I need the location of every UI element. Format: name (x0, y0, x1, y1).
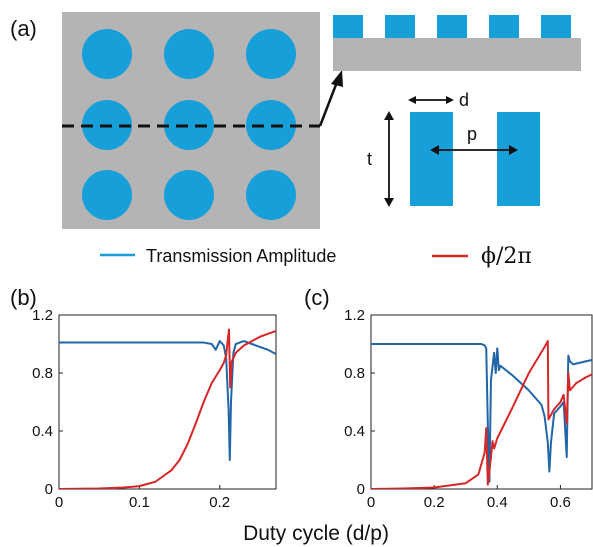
substrate-side-view (333, 38, 581, 71)
t-dimension-arrow (384, 111, 394, 207)
legend-amplitude-label: Transmission Amplitude (146, 246, 336, 266)
unit-cell-detail: d p t (367, 90, 540, 207)
x-tick-label: 0.1 (129, 494, 150, 511)
pillar-r3-c3 (246, 170, 296, 220)
metasurface-side-view (333, 15, 581, 71)
plot-b: 0 0.1 0.2 0 0.4 0.8 1.2 (32, 307, 277, 511)
legend: Transmission Amplitude ϕ/2π (100, 244, 532, 269)
t-label: t (367, 149, 372, 169)
plot-frame (58, 314, 277, 490)
side-pillar-2 (385, 15, 415, 38)
panel-label-a: (a) (10, 16, 37, 41)
pillar-r3-c1 (82, 170, 132, 220)
pillar-r2-c2 (164, 100, 214, 150)
x-tick-label: 0.6 (550, 494, 571, 511)
side-pillar-5 (541, 15, 571, 38)
y-tick-label: 0 (45, 481, 53, 498)
d-dimension-arrow (408, 96, 454, 104)
amplitude-series-line (59, 340, 276, 461)
x-tick-label: 0.2 (209, 494, 230, 511)
unit-cell-pillar-right (497, 112, 540, 206)
side-pillar-4 (489, 15, 519, 38)
y-tick-label: 0.8 (32, 365, 53, 382)
pillar-r3-c2 (164, 170, 214, 220)
y-tick-label: 0.4 (32, 423, 53, 440)
unit-cell-pillar-left (410, 112, 453, 206)
pillar-r1-c3 (246, 29, 296, 79)
x-tick-label: 0 (55, 494, 63, 511)
legend-phase-label: ϕ/2π (481, 244, 532, 269)
pillar-r1-c1 (82, 29, 132, 79)
panel-label-c: (c) (304, 285, 330, 310)
y-tick-label: 1.2 (32, 307, 53, 324)
side-pillar-1 (333, 15, 363, 38)
d-label: d (459, 90, 469, 110)
y-tick-label: 1.2 (344, 307, 365, 324)
p-label: p (467, 124, 477, 144)
x-tick-label: 0 (367, 494, 375, 511)
phase-series-line (59, 328, 276, 489)
x-tick-label: 0.2 (424, 494, 445, 511)
y-tick-label: 0.4 (344, 423, 365, 440)
x-tick-label: 0.4 (487, 494, 508, 511)
y-tick-label: 0 (357, 481, 365, 498)
y-tick-label: 0.8 (344, 365, 365, 382)
metasurface-top-view (62, 12, 320, 229)
side-view-pillars (333, 15, 571, 38)
x-axis-label: Duty cycle (d/p) (243, 522, 389, 545)
phase-series-line (371, 340, 592, 489)
side-pillar-3 (437, 15, 467, 38)
p-dimension-arrow (430, 145, 518, 155)
plot-c: 0 0.2 0.4 0.6 0 0.4 0.8 1.2 (344, 307, 593, 511)
pillar-r1-c2 (164, 29, 214, 79)
plot-frame (370, 314, 593, 490)
panel-label-b: (b) (10, 285, 37, 310)
cross-section-pointer-arrow (318, 70, 343, 127)
